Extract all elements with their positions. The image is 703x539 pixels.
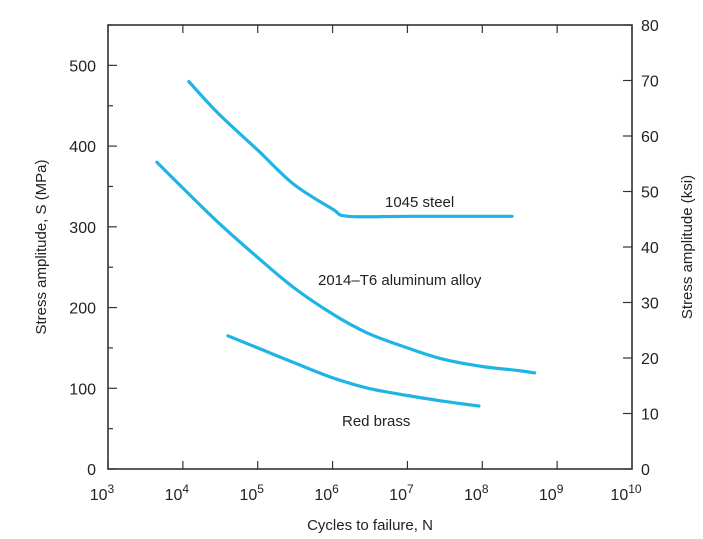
y-left-tick-label: 100 <box>69 381 96 398</box>
y-left-tick-label: 300 <box>69 220 96 237</box>
series-label-aluminum: 2014–T6 aluminum alloy <box>318 272 482 289</box>
x-tick-label: 105 <box>239 482 264 504</box>
series-group <box>155 79 537 408</box>
y-right-tick-label: 60 <box>641 129 659 146</box>
x-tick-label: 107 <box>389 482 414 504</box>
y-right-tick-label: 0 <box>641 462 650 479</box>
y-left-tick-label: 500 <box>69 58 96 75</box>
y-right-tick-label: 20 <box>641 351 659 368</box>
y-left-tick-label: 0 <box>87 462 96 479</box>
series-label-1045-steel: 1045 steel <box>385 194 454 211</box>
y-right-tick-label: 10 <box>641 407 659 424</box>
x-tick-label: 108 <box>464 482 489 504</box>
y-axis-right-title: Stress amplitude (ksi) <box>679 175 696 319</box>
y-right-tick-label: 70 <box>641 74 659 91</box>
x-axis: 103 104 105 106 107 108 109 1010 <box>90 25 642 504</box>
x-tick-label: 106 <box>314 482 339 504</box>
y-left-tick-label: 400 <box>69 139 96 156</box>
x-axis-title: Cycles to failure, N <box>307 517 433 534</box>
y-axis-left-title: Stress amplitude, S (MPa) <box>33 159 50 334</box>
y-axis-right: 0 10 20 30 40 50 60 70 80 <box>623 18 659 479</box>
x-tick-label: 109 <box>539 482 564 504</box>
series-line-aluminum <box>155 160 537 375</box>
x-tick-label: 103 <box>90 482 115 504</box>
plot-frame <box>107 24 633 470</box>
series-label-red-brass: Red brass <box>342 413 410 430</box>
y-right-tick-label: 50 <box>641 185 659 202</box>
y-right-tick-label: 30 <box>641 296 659 313</box>
y-left-tick-label: 200 <box>69 301 96 318</box>
y-right-tick-label: 40 <box>641 240 659 257</box>
x-tick-label: 104 <box>165 482 190 504</box>
x-tick-label: 1010 <box>610 482 641 504</box>
y-right-tick-label: 80 <box>641 18 659 35</box>
series-line-red-brass <box>226 334 481 408</box>
y-axis-left: 0 100 200 300 400 500 <box>69 24 117 479</box>
series-line-1045-steel <box>187 79 514 219</box>
